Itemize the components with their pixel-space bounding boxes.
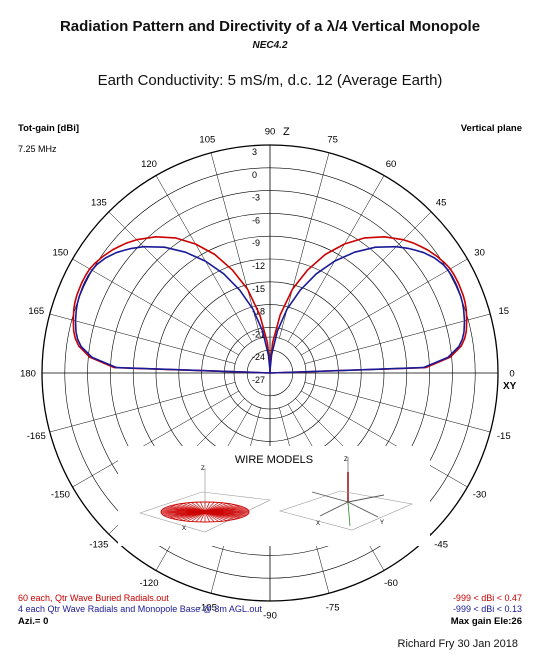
- angle-tick-label: -75: [326, 602, 340, 613]
- angle-tick-label: 0: [509, 369, 514, 380]
- legend-series-1: 60 each, Qtr Wave Buried Radials.out: [18, 593, 169, 603]
- angle-tick-label: 75: [327, 135, 338, 146]
- right-model-y-label: Y: [380, 520, 384, 526]
- grid-spoke: [49, 382, 236, 433]
- page-title: Radiation Pattern and Directivity of a λ…: [59, 18, 481, 35]
- pattern-series: [72, 236, 468, 374]
- right-model-x-label: X: [316, 521, 320, 527]
- radial-tick-label: 3: [252, 147, 257, 157]
- z-axis-label: Z: [283, 126, 290, 138]
- angle-tick-label: 165: [28, 306, 44, 317]
- frequency-label: 7.25 MHz: [18, 144, 57, 154]
- page-subtitle: NEC4.2: [252, 40, 288, 51]
- radial-tick-label: -12: [252, 261, 265, 271]
- radial-fan: [160, 501, 250, 523]
- angle-tick-label: -45: [434, 540, 448, 551]
- gain-unit-label: Tot-gain [dBi]: [18, 123, 79, 134]
- right-model-z-label: Z: [344, 457, 348, 463]
- radial-tick-label: 0: [252, 170, 257, 180]
- max-gain-label: Max gain Ele:26: [451, 616, 522, 627]
- angle-tick-label: 105: [199, 135, 215, 146]
- grid-spoke: [301, 390, 468, 488]
- radial-tick-label: -24: [252, 352, 265, 362]
- legend-series-1-range: -999 < dBi < 0.47: [453, 593, 522, 603]
- angle-tick-label: 180: [20, 369, 36, 380]
- legend-series-2-range: -999 < dBi < 0.13: [453, 604, 522, 614]
- grid-spoke: [72, 390, 239, 488]
- angle-tick-label: 135: [91, 197, 107, 208]
- radial-tick-label: -27: [252, 375, 265, 385]
- angle-tick-label: -165: [27, 431, 46, 442]
- angle-tick-label: 45: [436, 197, 447, 208]
- earth-conductivity-label: Earth Conductivity: 5 mS/m, d.c. 12 (Ave…: [97, 72, 443, 89]
- angle-tick-label: -105: [198, 602, 217, 613]
- grid-spoke: [295, 211, 432, 348]
- grid-spoke: [155, 175, 253, 342]
- grid-spoke: [108, 211, 245, 348]
- angle-tick-label: -30: [473, 490, 487, 501]
- angle-tick-label: -150: [51, 490, 70, 501]
- grid-spoke: [304, 313, 491, 364]
- angle-tick-label: -15: [497, 431, 511, 442]
- radial-tick-label: -15: [252, 284, 265, 294]
- plane-label: Vertical plane: [461, 123, 522, 134]
- angle-tick-label: -120: [139, 578, 158, 589]
- series-line: [74, 245, 466, 374]
- wire-models-inset: WIRE MODELS Z X Z X Y: [118, 446, 430, 546]
- angle-tick-label: 60: [386, 159, 397, 170]
- left-model-z-label: Z: [201, 466, 205, 472]
- radial-tick-label: -9: [252, 238, 260, 248]
- legend-series-2: 4 each Qtr Wave Radials and Monopole Bas…: [18, 604, 262, 614]
- radial-tick-label: -21: [252, 329, 265, 339]
- left-model-x-label: X: [182, 526, 186, 532]
- inset-title: WIRE MODELS: [235, 454, 313, 466]
- azimuth-label: Azi.= 0: [18, 616, 48, 627]
- grid-spoke: [301, 258, 468, 356]
- angle-tick-label: -90: [263, 611, 277, 622]
- angle-tick-label: -135: [89, 540, 108, 551]
- radial-labels: 30-3-6-9-12-15-18-21-24-27: [252, 147, 265, 385]
- angle-tick-label: -60: [384, 578, 398, 589]
- angle-tick-label: 90: [265, 127, 276, 138]
- elevated-radials-model: Z X Y: [278, 457, 414, 531]
- angle-tick-label: 15: [498, 306, 509, 317]
- angle-tick-label: 150: [52, 248, 68, 259]
- grid-spoke: [304, 382, 491, 433]
- grid-spoke: [49, 313, 236, 364]
- grid-spoke: [72, 258, 239, 356]
- angle-tick-label: 120: [141, 159, 157, 170]
- xy-axis-label: XY: [503, 381, 517, 392]
- radial-tick-label: -6: [252, 215, 260, 225]
- radial-tick-label: -3: [252, 193, 260, 203]
- angle-tick-label: 30: [474, 248, 485, 259]
- feed-point: [197, 510, 213, 514]
- buried-radials-model: Z X: [139, 466, 272, 533]
- grid-spoke: [287, 175, 385, 342]
- angle-labels: 90105120135150165180-165-150-135-120-105…: [20, 127, 515, 622]
- credit-label: Richard Fry 30 Jan 2018: [397, 638, 518, 650]
- radial-ring: [160, 501, 250, 523]
